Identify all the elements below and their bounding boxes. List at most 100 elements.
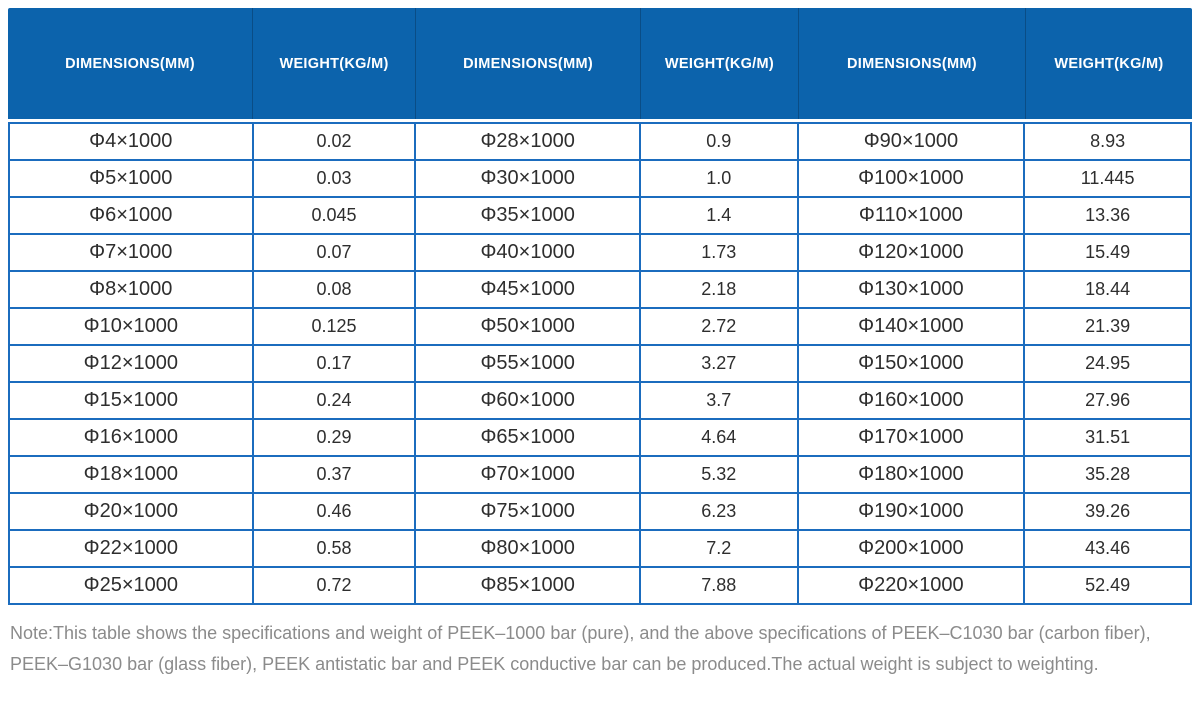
dimension-cell: Φ55×1000 — [414, 344, 641, 383]
table-row: Φ16×1000 0.29 Φ65×1000 4.64 Φ170×1000 31.51 — [8, 418, 1192, 457]
weight-cell: 6.23 — [638, 492, 799, 531]
header-cell-weight-2: WEIGHT(KG/M) — [640, 8, 798, 119]
table-row: Φ7×1000 0.07 Φ40×1000 1.73 Φ120×1000 15.49 — [8, 233, 1192, 272]
dimension-cell: Φ100×1000 — [796, 159, 1026, 198]
dimension-cell: Φ190×1000 — [796, 492, 1026, 531]
dimension-cell: Φ30×1000 — [414, 159, 641, 198]
dimension-cell: Φ160×1000 — [796, 381, 1026, 420]
dimension-cell: Φ170×1000 — [796, 418, 1026, 457]
weight-cell: 52.49 — [1023, 566, 1192, 605]
weight-cell: 27.96 — [1023, 381, 1192, 420]
table-row: Φ5×1000 0.03 Φ30×1000 1.0 Φ100×1000 11.445 — [8, 159, 1192, 198]
weight-cell: 0.17 — [251, 344, 417, 383]
dimension-cell: Φ150×1000 — [796, 344, 1026, 383]
dimension-cell: Φ28×1000 — [414, 122, 641, 161]
weight-cell: 3.7 — [638, 381, 799, 420]
weight-cell: 7.2 — [638, 529, 799, 568]
table-row: Φ18×1000 0.37 Φ70×1000 5.32 Φ180×1000 35.28 — [8, 455, 1192, 494]
header-cell-weight-1: WEIGHT(KG/M) — [252, 8, 415, 119]
dimension-cell: Φ75×1000 — [414, 492, 641, 531]
dimension-cell: Φ65×1000 — [414, 418, 641, 457]
weight-cell: 1.4 — [638, 196, 799, 235]
dimension-cell: Φ6×1000 — [8, 196, 254, 235]
weight-cell: 18.44 — [1023, 270, 1192, 309]
dimension-cell: Φ80×1000 — [414, 529, 641, 568]
dimension-cell: Φ18×1000 — [8, 455, 254, 494]
table-row: Φ6×1000 0.045 Φ35×1000 1.4 Φ110×1000 13.36 — [8, 196, 1192, 235]
dimension-cell: Φ120×1000 — [796, 233, 1026, 272]
table-row: Φ22×1000 0.58 Φ80×1000 7.2 Φ200×1000 43.46 — [8, 529, 1192, 568]
dimension-cell: Φ22×1000 — [8, 529, 254, 568]
weight-cell: 0.37 — [251, 455, 417, 494]
weight-cell: 0.72 — [251, 566, 417, 605]
weight-cell: 3.27 — [638, 344, 799, 383]
weight-cell: 24.95 — [1023, 344, 1192, 383]
dimension-cell: Φ25×1000 — [8, 566, 254, 605]
dimension-cell: Φ90×1000 — [796, 122, 1026, 161]
dimension-cell: Φ4×1000 — [8, 122, 254, 161]
dimension-cell: Φ5×1000 — [8, 159, 254, 198]
dimension-cell: Φ85×1000 — [414, 566, 641, 605]
table-row: Φ10×1000 0.125 Φ50×1000 2.72 Φ140×1000 21.39 — [8, 307, 1192, 346]
header-cell-weight-3: WEIGHT(KG/M) — [1024, 8, 1192, 119]
weight-cell: 31.51 — [1023, 418, 1192, 457]
dimension-cell: Φ8×1000 — [8, 270, 254, 309]
weight-cell: 0.03 — [251, 159, 417, 198]
table-row: Φ4×1000 0.02 Φ28×1000 0.9 Φ90×1000 8.93 — [8, 122, 1192, 161]
weight-cell: 4.64 — [638, 418, 799, 457]
dimension-cell: Φ180×1000 — [796, 455, 1026, 494]
table-row: Φ8×1000 0.08 Φ45×1000 2.18 Φ130×1000 18.44 — [8, 270, 1192, 309]
header-cell-dimensions-3: DIMENSIONS(MM) — [797, 8, 1025, 119]
weight-cell: 0.29 — [251, 418, 417, 457]
weight-cell: 15.49 — [1023, 233, 1192, 272]
dimension-cell: Φ15×1000 — [8, 381, 254, 420]
header-cell-dimensions-1: DIMENSIONS(MM) — [65, 55, 195, 72]
weight-cell: 21.39 — [1023, 307, 1192, 346]
weight-cell: 7.88 — [638, 566, 799, 605]
dimension-cell: Φ50×1000 — [414, 307, 641, 346]
weight-cell: 0.58 — [251, 529, 417, 568]
weight-cell: 0.24 — [251, 381, 417, 420]
dimension-cell: Φ10×1000 — [8, 307, 254, 346]
dimension-cell: Φ110×1000 — [796, 196, 1026, 235]
dimension-cell: Φ140×1000 — [796, 307, 1026, 346]
table-row: Φ20×1000 0.46 Φ75×1000 6.23 Φ190×1000 39.26 — [8, 492, 1192, 531]
dimension-cell: Φ12×1000 — [8, 344, 254, 383]
table-row: Φ25×1000 0.72 Φ85×1000 7.88 Φ220×1000 52.49 — [8, 566, 1192, 605]
weight-cell: 0.46 — [251, 492, 417, 531]
weight-cell: 0.045 — [251, 196, 417, 235]
table-header: DIMENSIONS(MM) WEIGHT(KG/M) DIMENSIONS(M… — [8, 8, 1192, 119]
spec-table: Φ4×1000 0.02 Φ28×1000 0.9 Φ90×1000 8.93 Φ5×100… — [8, 122, 1192, 605]
weight-cell: 0.02 — [251, 122, 417, 161]
weight-cell: 5.32 — [638, 455, 799, 494]
dimension-cell: Φ130×1000 — [796, 270, 1026, 309]
weight-cell: 1.0 — [638, 159, 799, 198]
weight-cell: 8.93 — [1023, 122, 1192, 161]
dimension-cell: Φ20×1000 — [8, 492, 254, 531]
weight-cell: 0.9 — [638, 122, 799, 161]
spec-table-body: Φ4×1000 0.02 Φ28×1000 0.9 Φ90×1000 8.93 Φ5×100… — [8, 122, 1192, 605]
weight-cell: 2.18 — [638, 270, 799, 309]
weight-cell: 1.73 — [638, 233, 799, 272]
dimension-cell: Φ40×1000 — [414, 233, 641, 272]
table-row: Φ12×1000 0.17 Φ55×1000 3.27 Φ150×1000 24.95 — [8, 344, 1192, 383]
weight-cell: 2.72 — [638, 307, 799, 346]
dimension-cell: Φ60×1000 — [414, 381, 641, 420]
weight-cell: 0.08 — [251, 270, 417, 309]
weight-cell: 0.07 — [251, 233, 417, 272]
dimension-cell: Φ16×1000 — [8, 418, 254, 457]
dimension-cell: Φ45×1000 — [414, 270, 641, 309]
weight-cell: 35.28 — [1023, 455, 1192, 494]
note-text: Note:This table shows the specifications… — [10, 623, 1151, 674]
dimension-cell: Φ70×1000 — [414, 455, 641, 494]
weight-cell: 13.36 — [1023, 196, 1192, 235]
peek-bar-spec-section: DIMENSIONS(MM) WEIGHT(KG/M) DIMENSIONS(M… — [8, 8, 1192, 680]
table-row: Φ15×1000 0.24 Φ60×1000 3.7 Φ160×1000 27.96 — [8, 381, 1192, 420]
dimension-cell: Φ7×1000 — [8, 233, 254, 272]
weight-cell: 43.46 — [1023, 529, 1192, 568]
weight-cell: 39.26 — [1023, 492, 1192, 531]
dimension-cell: Φ220×1000 — [796, 566, 1026, 605]
dimension-cell: Φ35×1000 — [414, 196, 641, 235]
weight-cell: 0.125 — [251, 307, 417, 346]
dimension-cell: Φ200×1000 — [796, 529, 1026, 568]
